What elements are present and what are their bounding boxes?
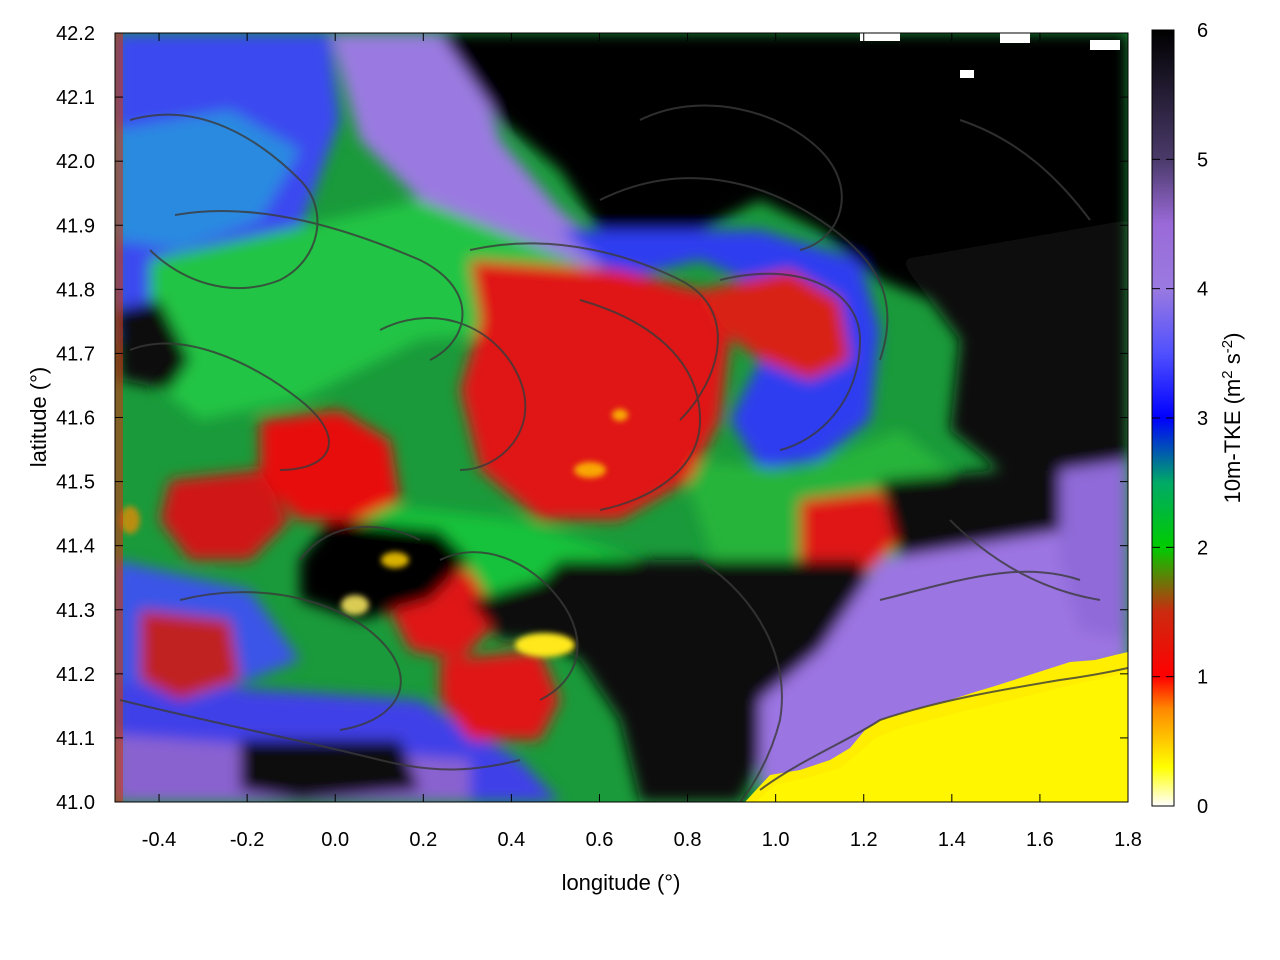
y-tick-label: 42.0 bbox=[56, 151, 95, 173]
colorbar-tick-label: 5 bbox=[1197, 149, 1208, 171]
y-tick-label: 41.3 bbox=[56, 600, 95, 622]
x-tick-label: 1.8 bbox=[1114, 829, 1142, 851]
colorbar-tick-label: 1 bbox=[1197, 667, 1208, 689]
y-tick-label: 42.2 bbox=[56, 23, 95, 45]
y-tick-label: 41.4 bbox=[56, 536, 95, 558]
colorbar-ticks: 0 1 2 3 4 5 6 bbox=[1152, 20, 1208, 818]
y-tick-label: 42.1 bbox=[56, 87, 95, 109]
x-tick-label: 0.4 bbox=[497, 829, 525, 851]
x-axis: -0.4 -0.2 0.0 0.2 0.4 0.6 0.8 1.0 1.2 1.4 1.6 1.8 bbox=[142, 33, 1142, 851]
x-tick-label: 1.2 bbox=[850, 829, 878, 851]
x-tick-label: 0.0 bbox=[321, 829, 349, 851]
y-tick-label: 41.1 bbox=[56, 728, 95, 750]
colorbar-tick-label: 2 bbox=[1197, 537, 1208, 559]
y-tick-label: 41.2 bbox=[56, 664, 95, 686]
y-axis: 41.0 41.1 41.2 41.3 41.4 41.5 41.6 41.7 41.8 41.9… bbox=[56, 23, 1128, 814]
colorbar: 0 1 2 3 4 5 6 10m-TKE (m2 s-2) bbox=[1151, 20, 1245, 818]
x-tick-label: 1.6 bbox=[1026, 829, 1054, 851]
colorbar-tick-label: 6 bbox=[1197, 20, 1208, 42]
y-tick-label: 41.9 bbox=[56, 215, 95, 237]
x-tick-label: -0.2 bbox=[230, 829, 264, 851]
colorbar-tick-label: 0 bbox=[1197, 796, 1208, 818]
x-tick-label: 1.0 bbox=[762, 829, 790, 851]
x-tick-label: 1.4 bbox=[938, 829, 966, 851]
y-tick-label: 41.5 bbox=[56, 472, 95, 494]
y-tick-label: 41.0 bbox=[56, 792, 95, 814]
x-tick-label: 0.6 bbox=[586, 829, 614, 851]
x-tick-label: -0.4 bbox=[142, 829, 176, 851]
colorbar-tick-label: 3 bbox=[1197, 408, 1208, 430]
y-tick-label: 41.8 bbox=[56, 279, 95, 301]
x-axis-label: longitude (°) bbox=[562, 870, 681, 895]
colorbar-label: 10m-TKE (m2 s-2) bbox=[1219, 333, 1245, 504]
tke-field bbox=[115, 33, 1128, 802]
y-axis-label: latitude (°) bbox=[26, 367, 51, 468]
x-tick-label: 0.2 bbox=[409, 829, 437, 851]
y-tick-label: 41.6 bbox=[56, 408, 95, 430]
x-tick-label: 0.8 bbox=[674, 829, 702, 851]
colorbar-tick-label: 4 bbox=[1197, 279, 1208, 301]
y-tick-label: 41.7 bbox=[56, 343, 95, 365]
